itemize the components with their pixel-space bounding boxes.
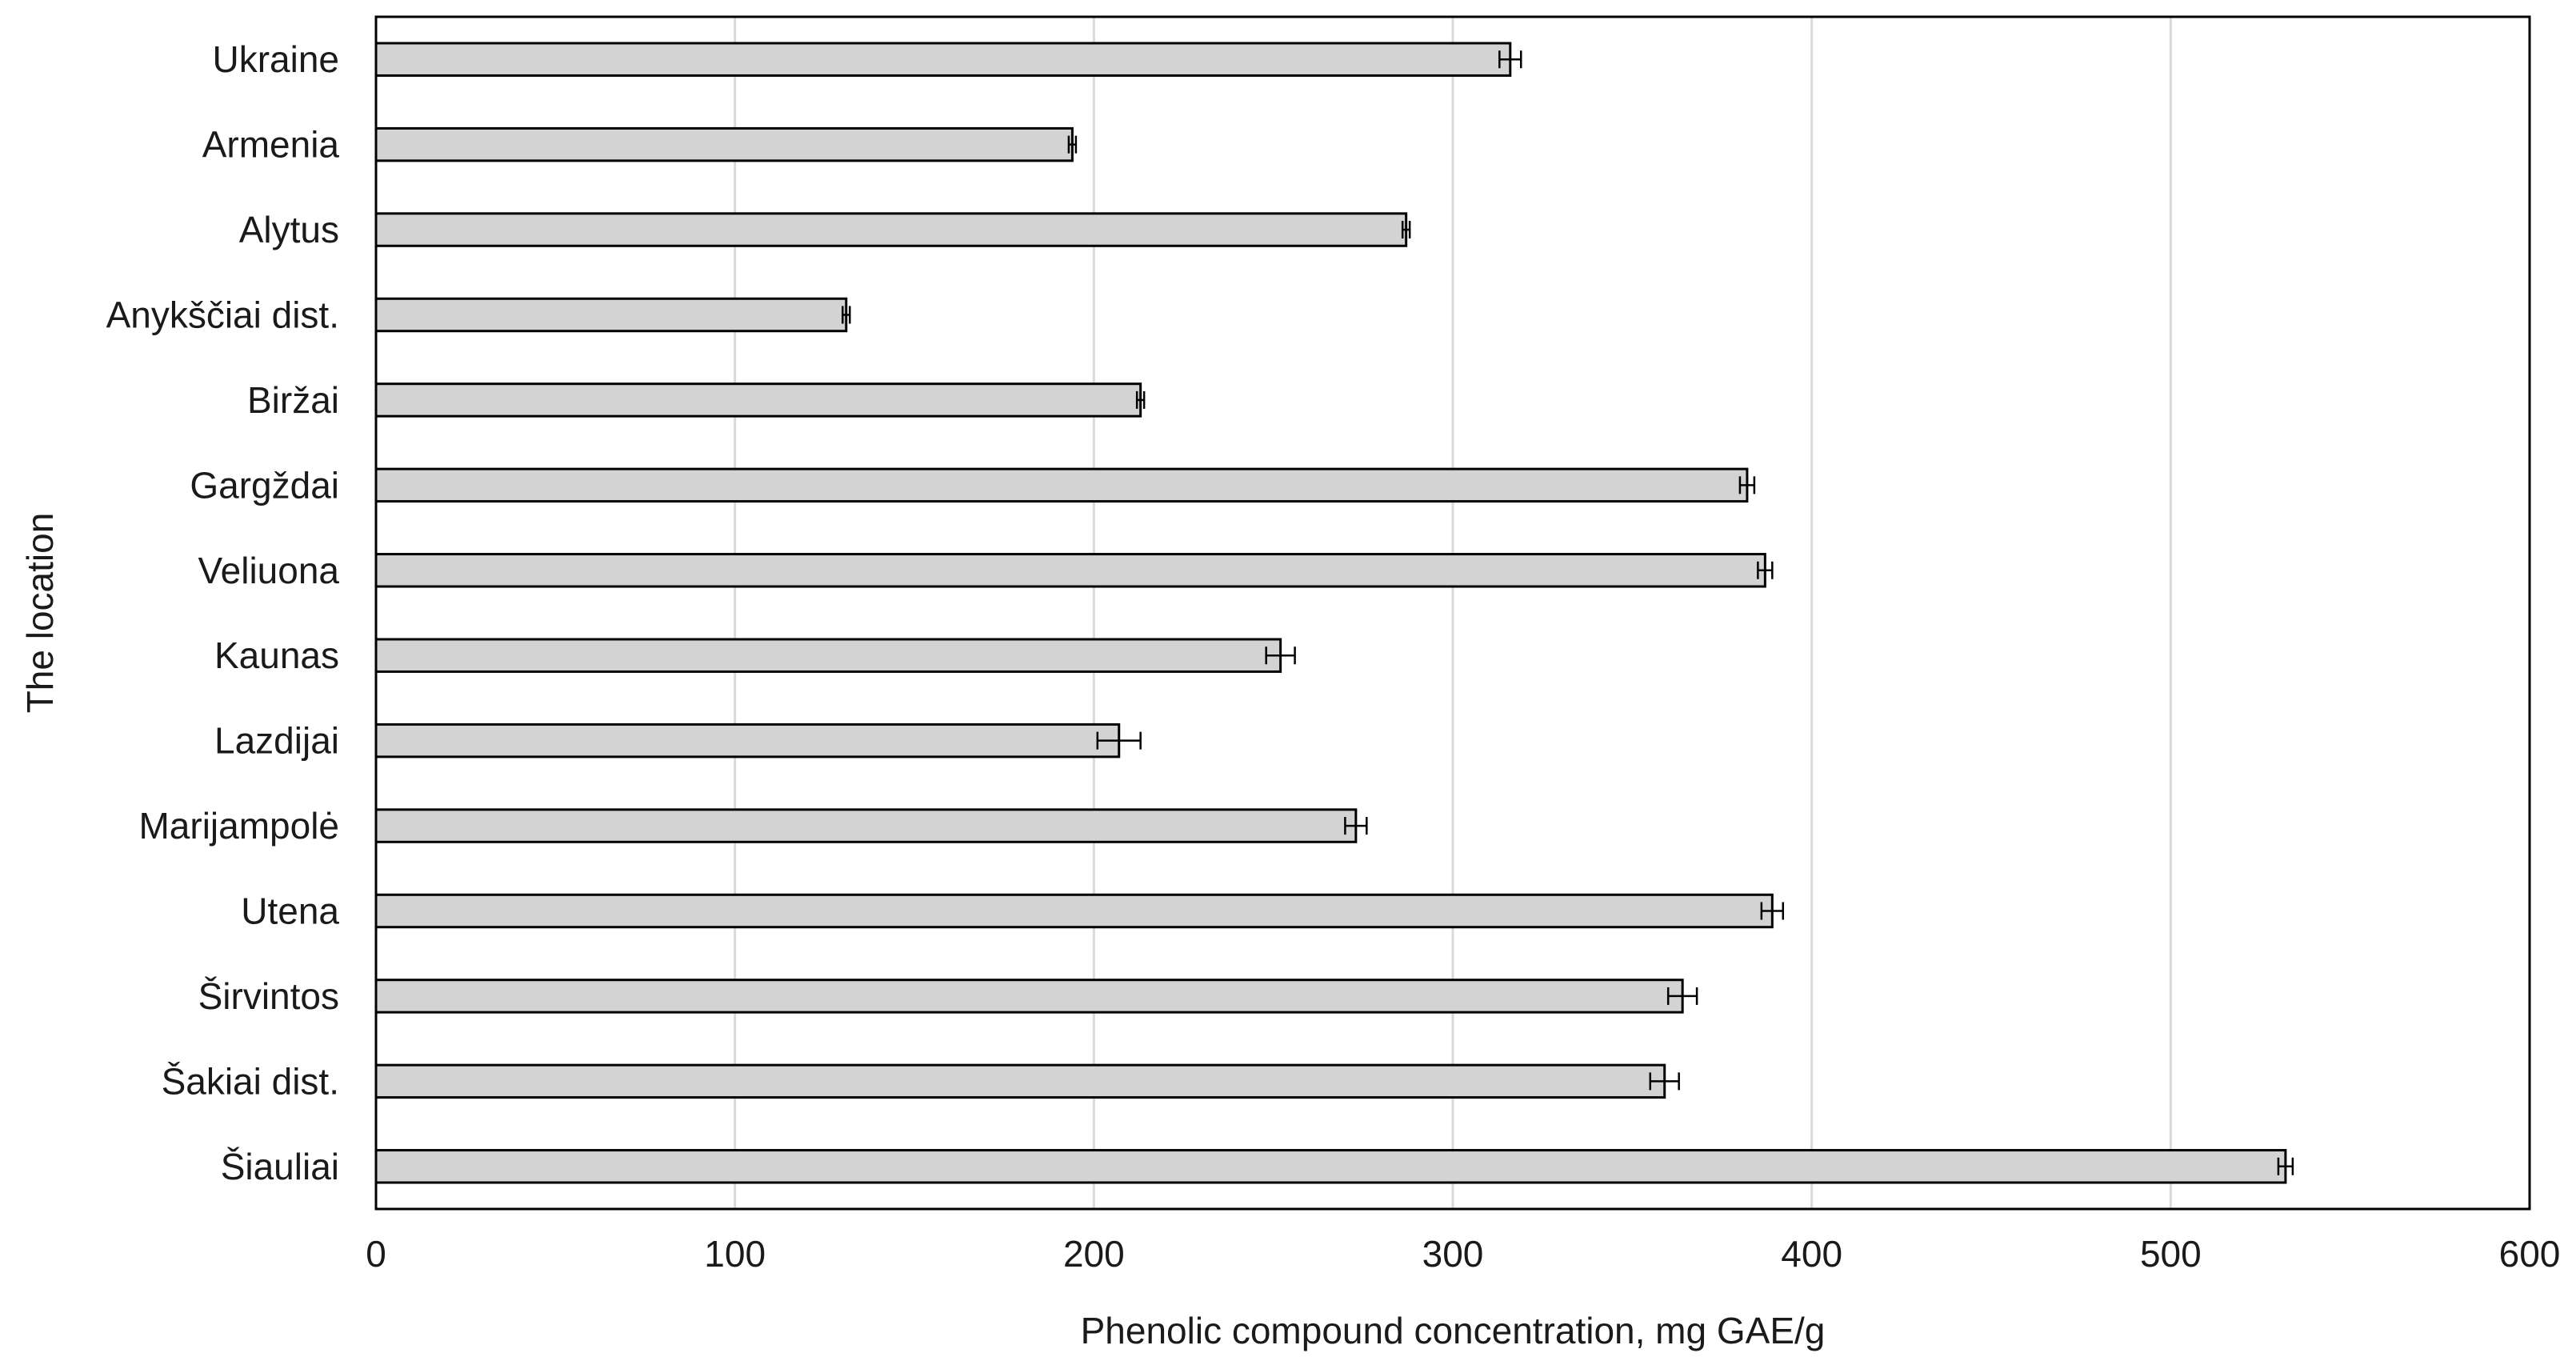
error-bar — [1738, 476, 1756, 494]
x-tick-label: 200 — [1063, 1233, 1125, 1275]
bar — [374, 638, 1282, 673]
error-bar — [1265, 646, 1296, 665]
gridlines — [734, 17, 2172, 1209]
error-bar — [1498, 50, 1522, 69]
category-labels: Ukraine Armenia Alytus Anykščiai dist. Birža… — [106, 38, 340, 1187]
plot-frame — [374, 15, 2531, 1211]
category-label: Šiauliai — [221, 1146, 339, 1187]
category-label: Anykščiai dist. — [106, 294, 339, 336]
category-label: Širvintos — [198, 975, 339, 1017]
bar — [374, 979, 1684, 1014]
category-label: Kaunas — [214, 634, 339, 676]
y-axis-title: The location — [19, 513, 61, 714]
bar — [374, 553, 1766, 588]
x-tick-labels: 0 100 200 300 400 500 600 — [366, 1233, 2560, 1275]
category-label: Marijampolė — [138, 805, 339, 847]
x-tick-label: 400 — [1781, 1233, 1842, 1275]
category-label: Armenia — [202, 124, 340, 166]
bar — [374, 1063, 1666, 1099]
error-bar — [1649, 1072, 1680, 1091]
category-label: Šakiai dist. — [162, 1060, 339, 1102]
error-bar — [1401, 221, 1411, 239]
bar — [374, 297, 848, 333]
bar — [374, 1149, 2287, 1184]
error-bar — [1067, 135, 1078, 154]
category-label: Veliuona — [198, 550, 340, 591]
bar — [374, 723, 1121, 759]
category-label: Utena — [241, 891, 339, 932]
x-axis-title: Phenolic compound concentration, mg GAE/… — [1081, 1310, 1826, 1351]
error-bar — [2277, 1157, 2294, 1175]
bar — [374, 42, 1512, 77]
bar — [374, 126, 1074, 162]
category-label: Gargždai — [190, 464, 339, 506]
category-label: Ukraine — [212, 38, 339, 80]
error-bar — [842, 306, 851, 324]
x-tick-label: 0 — [366, 1233, 386, 1275]
error-bar — [1344, 817, 1368, 835]
bar — [374, 212, 1408, 247]
category-label: Alytus — [239, 209, 339, 250]
category-label: Biržai — [247, 379, 339, 421]
error-bar — [1760, 902, 1785, 920]
error-bar — [1096, 731, 1142, 750]
error-bar — [1135, 390, 1146, 409]
bar — [374, 893, 1774, 929]
bar — [374, 808, 1358, 843]
bars — [374, 42, 2287, 1184]
x-tick-label: 300 — [1422, 1233, 1484, 1275]
error-bars — [842, 50, 2294, 1175]
bar — [374, 467, 1749, 503]
x-tick-label: 500 — [2140, 1233, 2202, 1275]
category-label: Lazdijai — [214, 720, 339, 762]
error-bar — [1666, 987, 1698, 1005]
bar — [374, 382, 1142, 418]
x-tick-label: 100 — [704, 1233, 766, 1275]
x-tick-label: 600 — [2499, 1233, 2561, 1275]
error-bar — [1757, 561, 1774, 579]
